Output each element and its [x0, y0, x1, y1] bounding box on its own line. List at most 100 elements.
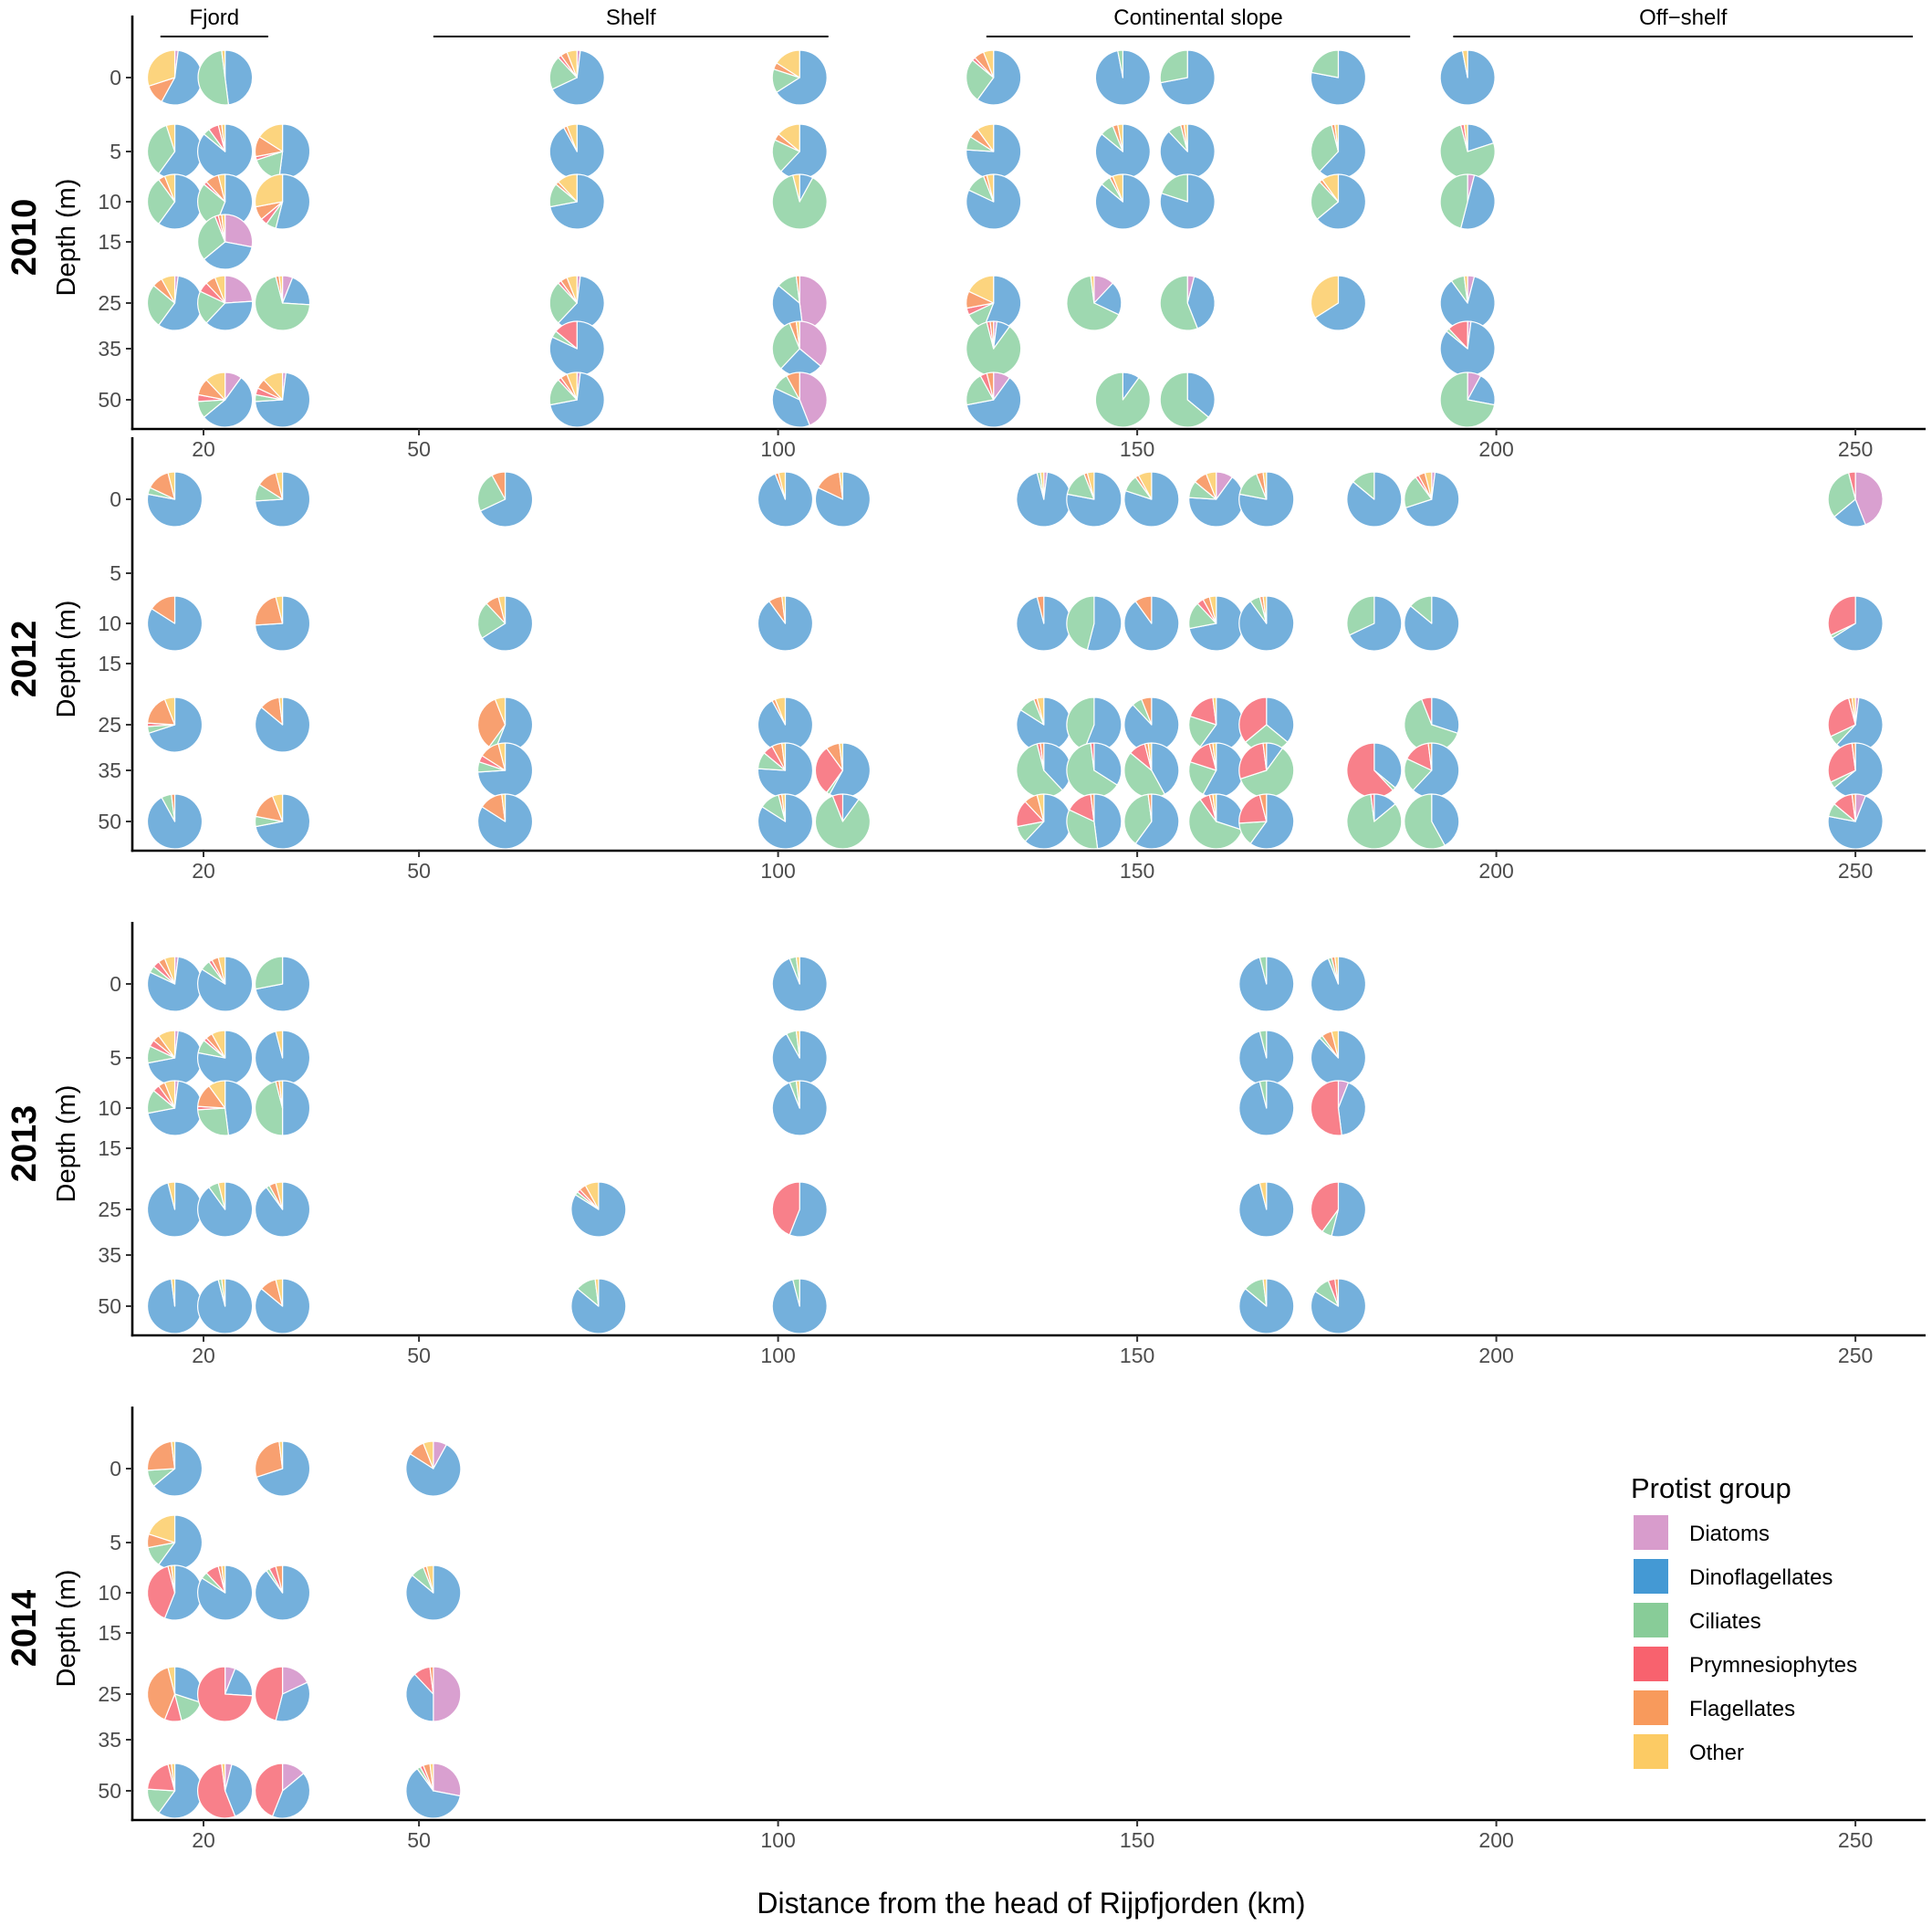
pie-2010-196km-10m	[1439, 173, 1496, 230]
x-tick-label: 100	[760, 1344, 795, 1367]
year-label: 2012	[5, 621, 44, 698]
pie-slice-flagellates	[795, 275, 800, 304]
pie-slice-other	[795, 1080, 800, 1109]
pie-slice-diatoms	[433, 1763, 462, 1797]
pie-2010-16km-5m	[146, 123, 204, 180]
pie-slice-other	[1137, 471, 1153, 500]
pie-slice-ciliates	[1346, 595, 1375, 636]
pie-slice-flagellates	[1427, 742, 1433, 771]
pie-2012-183km-10m	[1346, 595, 1403, 652]
pie-slice-other	[1331, 1030, 1340, 1059]
pie-slice-ciliates	[792, 1278, 800, 1307]
pie-slice-prymnesiophytes	[1310, 1181, 1340, 1232]
pie-slice-other	[158, 1030, 176, 1059]
pie-slice-ciliates	[1404, 698, 1458, 753]
pie-slice-other	[217, 173, 226, 203]
pie-slice-flagellates	[255, 596, 284, 626]
pie-2012-152km-35m	[1123, 742, 1180, 799]
y-tick-label: 15	[98, 652, 121, 675]
legend-label: Prymnesiophytes	[1689, 1653, 1857, 1678]
pie-slice-ciliates	[1311, 49, 1340, 78]
region-label: Shelf	[606, 5, 656, 30]
x-tick-label: 200	[1478, 859, 1513, 883]
pie-2012-161km-25m	[1188, 696, 1245, 753]
pie-2012-137km-10m	[1016, 595, 1072, 652]
pie-slice-ciliates	[197, 215, 226, 260]
pie-slice-ciliates	[1159, 49, 1188, 84]
pie-slice-dinoflagellates	[225, 1763, 254, 1817]
pie-slice-other	[423, 1440, 434, 1470]
pie-slice-flagellates	[1258, 793, 1268, 822]
pie-slice-other	[781, 595, 787, 624]
pie-2010-103km-5m	[771, 123, 828, 180]
pie-2012-62km-50m	[476, 793, 534, 850]
pie-slice-prymnesiophytes	[1421, 696, 1433, 726]
pie-slice-other	[275, 1278, 284, 1307]
pie-2012-137km-35m	[1016, 742, 1072, 799]
pie-2010-31km-10m	[254, 173, 311, 230]
pie-slice-other	[221, 214, 226, 243]
pie-slice-other	[776, 49, 800, 78]
pie-slice-other	[275, 1181, 284, 1210]
pie-slice-dinoflagellates	[405, 1768, 461, 1819]
pie-slice-dinoflagellates	[256, 1440, 311, 1497]
pie-slice-prymnesiophytes	[1447, 320, 1468, 350]
pie-slice-other	[1334, 123, 1340, 152]
pie-slice-dinoflagellates	[481, 595, 534, 652]
pie-slice-dinoflagellates	[405, 1673, 434, 1722]
pie-slice-ciliates	[146, 285, 176, 326]
pie-2012-183km-0m	[1346, 471, 1403, 528]
x-tick-label: 20	[192, 1344, 215, 1367]
pie-slice-other	[1424, 471, 1433, 500]
pie-2012-250km-35m	[1827, 742, 1884, 799]
pie-2012-191km-0m	[1404, 471, 1460, 528]
pie-slice-prymnesiophytes	[1090, 742, 1095, 771]
pie-2014-31km-10m	[255, 1564, 311, 1621]
pie-slice-ciliates	[771, 139, 800, 173]
pie-2012-152km-10m	[1123, 595, 1180, 652]
pie-2012-16km-25m	[146, 696, 204, 753]
region-brackets: Fjord Shelf Continental slope Off−shelf	[160, 5, 1914, 37]
pie-2013-178km-10m	[1310, 1080, 1367, 1136]
pie-slice-other	[792, 173, 800, 203]
pie-2012-161km-0m	[1188, 471, 1245, 528]
y-tick-label: 50	[98, 1294, 121, 1318]
pie-slice-prymnesiophytes	[1238, 696, 1268, 743]
pie-2013-103km-5m	[771, 1030, 828, 1086]
pie-slice-dinoflagellates	[1832, 595, 1884, 652]
x-tick-label: 50	[407, 859, 431, 883]
pie-slice-ciliates	[1310, 181, 1340, 220]
legend-item-diatoms: Diatoms	[1634, 1515, 1770, 1550]
pie-2010-103km-25m	[771, 275, 828, 331]
pie-2010-178km-25m	[1310, 275, 1367, 331]
pie-slice-other	[1212, 696, 1217, 726]
pie-slice-dinoflagellates	[1337, 1082, 1367, 1136]
pie-2010-23km-0m	[197, 49, 254, 106]
pie-2012-191km-25m	[1404, 696, 1460, 753]
pie-slice-dinoflagellates	[814, 471, 871, 528]
pie-slice-other	[275, 595, 284, 624]
pie-slice-flagellates	[254, 1440, 284, 1478]
pie-2012-250km-50m	[1827, 793, 1884, 850]
pie-slice-ciliates	[1188, 761, 1217, 795]
pie-2010-157km-50m	[1159, 371, 1216, 428]
pie-2012-250km-0m	[1827, 471, 1884, 528]
pie-2012-183km-35m	[1346, 742, 1403, 799]
x-tick-label: 20	[192, 437, 215, 461]
legend-item-prymnesiophytes: Prymnesiophytes	[1634, 1647, 1857, 1681]
pie-2010-130km-35m	[966, 320, 1022, 377]
pie-slice-other	[1183, 123, 1188, 152]
pie-slice-dinoflagellates	[152, 1440, 204, 1497]
pie-slice-dinoflagellates	[281, 1080, 311, 1136]
pie-2012-191km-10m	[1404, 595, 1460, 652]
pie-2013-75km-50m	[570, 1278, 627, 1334]
panel-2010: 0 5 10 15 25 35 50 20 50 100 150 200 250 Depth (m) 201…	[5, 16, 1926, 461]
legend-swatch	[1634, 1515, 1668, 1550]
legend-item-dinoflagellates: Dinoflagellates	[1634, 1559, 1833, 1594]
pie-slice-prymnesiophytes	[1827, 742, 1856, 783]
pie-slice-other	[497, 742, 506, 771]
pie-2010-157km-25m	[1159, 275, 1216, 331]
y-tick-label: 5	[110, 1046, 121, 1070]
pie-slice-dinoflagellates	[278, 123, 311, 180]
